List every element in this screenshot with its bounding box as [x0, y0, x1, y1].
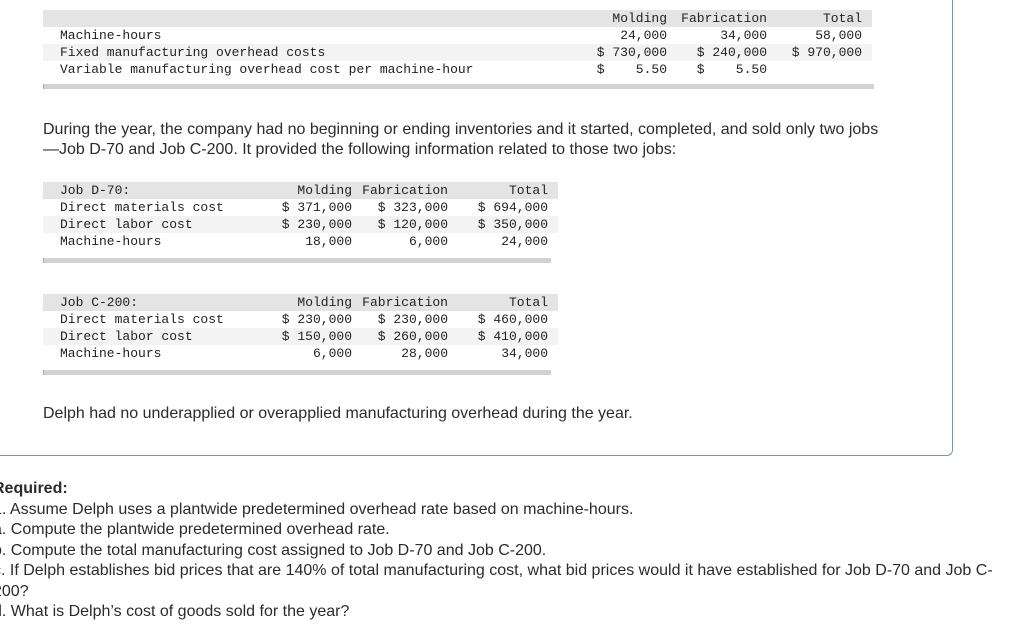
row-label: Direct materials cost	[60, 200, 224, 215]
required-items: 1. Assume Delph uses a plantwide predete…	[0, 500, 1005, 623]
cell: 58,000	[815, 28, 862, 43]
data-table: Job C-200: Molding Fabrication Total Direct …	[43, 294, 558, 362]
required-item: 1. Assume Delph uses a plantwide predete…	[0, 500, 634, 518]
cell: $ 5.50	[696, 62, 767, 77]
table-title: Job C-200:	[60, 295, 139, 310]
cell: 18,000	[305, 234, 352, 249]
cell: $ 694,000	[477, 200, 548, 215]
column-header: Molding	[297, 183, 352, 198]
row-label: Direct materials cost	[60, 312, 224, 327]
cell: $ 150,000	[281, 329, 352, 344]
cell: 24,000	[620, 28, 667, 43]
cell: 28,000	[401, 346, 448, 361]
column-header: Fabrication	[681, 11, 767, 26]
column-header: Total	[508, 183, 548, 198]
cell: $ 260,000	[377, 329, 448, 344]
table-row: Machine-hours 18,000 6,000 24,000	[43, 233, 558, 250]
cell: $ 410,000	[477, 329, 548, 344]
cell: 6,000	[312, 346, 352, 361]
cell: 34,000	[720, 28, 767, 43]
cell: $ 371,000	[281, 200, 352, 215]
column-header: Fabrication	[362, 183, 448, 198]
table-row: Direct materials cost $ 371,000 $ 323,000 $…	[43, 199, 558, 216]
cell: $ 120,000	[377, 217, 448, 232]
table-title	[43, 10, 580, 27]
cell: $ 970,000	[791, 45, 862, 60]
cell: $ 5.50	[596, 62, 667, 77]
row-label: Variable manufacturing overhead cost per…	[60, 62, 474, 77]
header-row: Job C-200: Molding Fabrication Total	[43, 294, 558, 311]
problem-card	[0, 0, 953, 456]
header-row: Molding Fabrication Total	[43, 10, 872, 27]
cell: $ 230,000	[377, 312, 448, 327]
table-row: Direct labor cost $ 230,000 $ 120,000 $ 350…	[43, 216, 558, 233]
cell: $ 350,000	[477, 217, 548, 232]
table-row: Machine-hours 24,000 34,000 58,000	[43, 27, 872, 44]
column-header: Total	[508, 295, 548, 310]
table-row: Direct labor cost $ 150,000 $ 260,000 $ 410…	[43, 328, 558, 345]
required-item: d. What is Delph’s cost of goods sold fo…	[0, 603, 350, 620]
cell	[777, 61, 872, 78]
cell: $ 730,000	[596, 45, 667, 60]
cell: 34,000	[501, 346, 548, 361]
header-row: Job D-70: Molding Fabrication Total	[43, 182, 558, 199]
row-label: Machine-hours	[60, 346, 162, 361]
column-header: Fabrication	[362, 295, 448, 310]
table-rule	[43, 370, 551, 375]
row-label: Direct labor cost	[60, 217, 193, 232]
table-rule	[43, 258, 551, 263]
row-label: Machine-hours	[60, 234, 162, 249]
data-table: Job D-70: Molding Fabrication Total Direct m…	[43, 182, 558, 250]
cell: $ 230,000	[281, 312, 352, 327]
column-header: Molding	[297, 295, 352, 310]
cell: $ 240,000	[696, 45, 767, 60]
table-row: Machine-hours 6,000 28,000 34,000	[43, 345, 558, 362]
cell: 6,000	[408, 234, 448, 249]
table-row: Fixed manufacturing overhead costs $ 730,…	[43, 44, 872, 61]
conclusion-text: Delph had no underapplied or overapplied…	[43, 405, 633, 422]
row-label: Direct labor cost	[60, 329, 193, 344]
required-item: a. Compute the plantwide predetermined o…	[0, 521, 390, 538]
table-row: Direct materials cost $ 230,000 $ 230,000 $…	[43, 311, 558, 328]
row-label: Machine-hours	[60, 28, 162, 43]
required-title: Required:	[0, 480, 68, 497]
cell: $ 230,000	[281, 217, 352, 232]
data-table: Molding Fabrication Total Machine-hours 24,0…	[43, 10, 872, 78]
row-label: Fixed manufacturing overhead costs	[60, 45, 326, 60]
column-header: Total	[822, 11, 862, 26]
cell: $ 460,000	[477, 312, 548, 327]
table-rule	[43, 84, 874, 89]
cell: 24,000	[501, 234, 548, 249]
intro-text: During the year, the company had no begi…	[43, 121, 879, 158]
table-row: Variable manufacturing overhead cost per…	[43, 61, 872, 78]
required-item: c. If Delph establishes bid prices that …	[0, 562, 993, 600]
required-item: b. Compute the total manufacturing cost …	[0, 541, 547, 559]
table-title: Job D-70:	[60, 183, 131, 198]
required-section: Required: 1. Assume Delph uses a plantwi…	[0, 479, 1005, 623]
cell: $ 323,000	[377, 200, 448, 215]
column-header: Molding	[612, 11, 667, 26]
